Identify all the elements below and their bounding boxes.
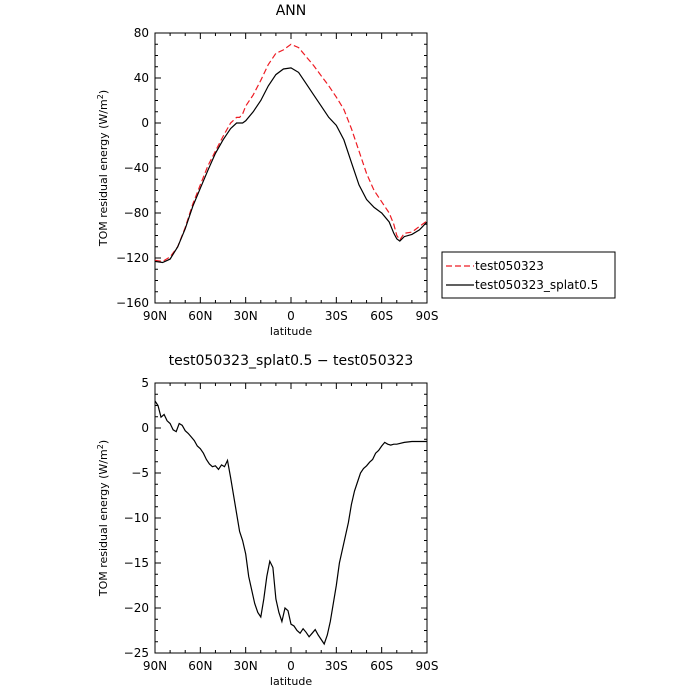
- panel2-y-tick-label: −10: [124, 511, 149, 525]
- panel2-x-tick-label: 30N: [234, 659, 258, 673]
- panel1-plot-frame: [154, 32, 428, 304]
- panel1-y-tick-label: 40: [134, 71, 149, 85]
- panel1-x-tick-label: 0: [287, 309, 295, 323]
- panel1-x-tick-label: 60S: [370, 309, 393, 323]
- panel1-x-tick-label: 30S: [325, 309, 348, 323]
- panel2-y-tick-label: −5: [131, 466, 149, 480]
- panel1-x-tick-label: 60N: [188, 309, 212, 323]
- panel1-y-tick-label: −160: [116, 296, 149, 310]
- panel2-x-tick-label: 30S: [325, 659, 348, 673]
- panel2-title: test050323_splat0.5 − test050323: [169, 353, 414, 369]
- panel2-y-tick-label: −15: [124, 556, 149, 570]
- panel2-series-line-1: [154, 400, 427, 646]
- panel2-x-tick-label: 90S: [416, 659, 439, 673]
- panel1-x-tick-label: 90N: [143, 309, 167, 323]
- panel2-y-tick-label: 0: [141, 421, 149, 435]
- panel1-series-line-2: [154, 67, 428, 264]
- panel2-y-tick-label: 5: [141, 376, 149, 390]
- panel1-y-tick-label: −120: [116, 251, 149, 265]
- panel1-y-axis-label-text: TOM residual energy (W/m: [97, 99, 110, 247]
- panel1-y-axis-label: TOM residual energy (W/m2): [96, 90, 110, 247]
- panel1-y-axis-label-end: ): [97, 90, 110, 94]
- panel2-plot-frame: [154, 382, 428, 654]
- panel2-y-axis-label: TOM residual energy (W/m2): [96, 440, 110, 597]
- panel2-x-axis-label: latitude: [270, 675, 312, 688]
- panel2-y-axis-label-superscript: 2: [96, 444, 105, 449]
- panel1-y-tick-label: 80: [134, 26, 149, 40]
- panel2-x-tick-label: 60N: [188, 659, 212, 673]
- panel1-y-tick-label: 0: [141, 116, 149, 130]
- panel2-x-tick-label: 60S: [370, 659, 393, 673]
- panel1-x-tick-label: 30N: [234, 309, 258, 323]
- panel1-y-tick-label: −80: [124, 206, 149, 220]
- panel1-x-tick-label: 90S: [416, 309, 439, 323]
- panel1-series-line-1: [154, 43, 428, 263]
- panel2-x-tick-label: 0: [287, 659, 295, 673]
- panel2-y-axis-label-end: ): [97, 440, 110, 444]
- panel1-legend-label-2: test050323_splat0.5: [475, 278, 598, 292]
- panel1-title: ANN: [276, 3, 307, 19]
- panel2-y-tick-label: −20: [124, 601, 149, 615]
- panel1-legend-label-1: test050323: [475, 259, 544, 273]
- panel1-x-axis-label: latitude: [270, 325, 312, 338]
- panel1-legend-box: [441, 251, 616, 299]
- panel2-y-axis-label-text: TOM residual energy (W/m: [97, 449, 110, 597]
- panel1-y-axis-label-superscript: 2: [96, 94, 105, 99]
- panel2-y-tick-label: −25: [124, 646, 149, 660]
- panel1-y-tick-label: −40: [124, 161, 149, 175]
- panel2-x-tick-label: 90N: [143, 659, 167, 673]
